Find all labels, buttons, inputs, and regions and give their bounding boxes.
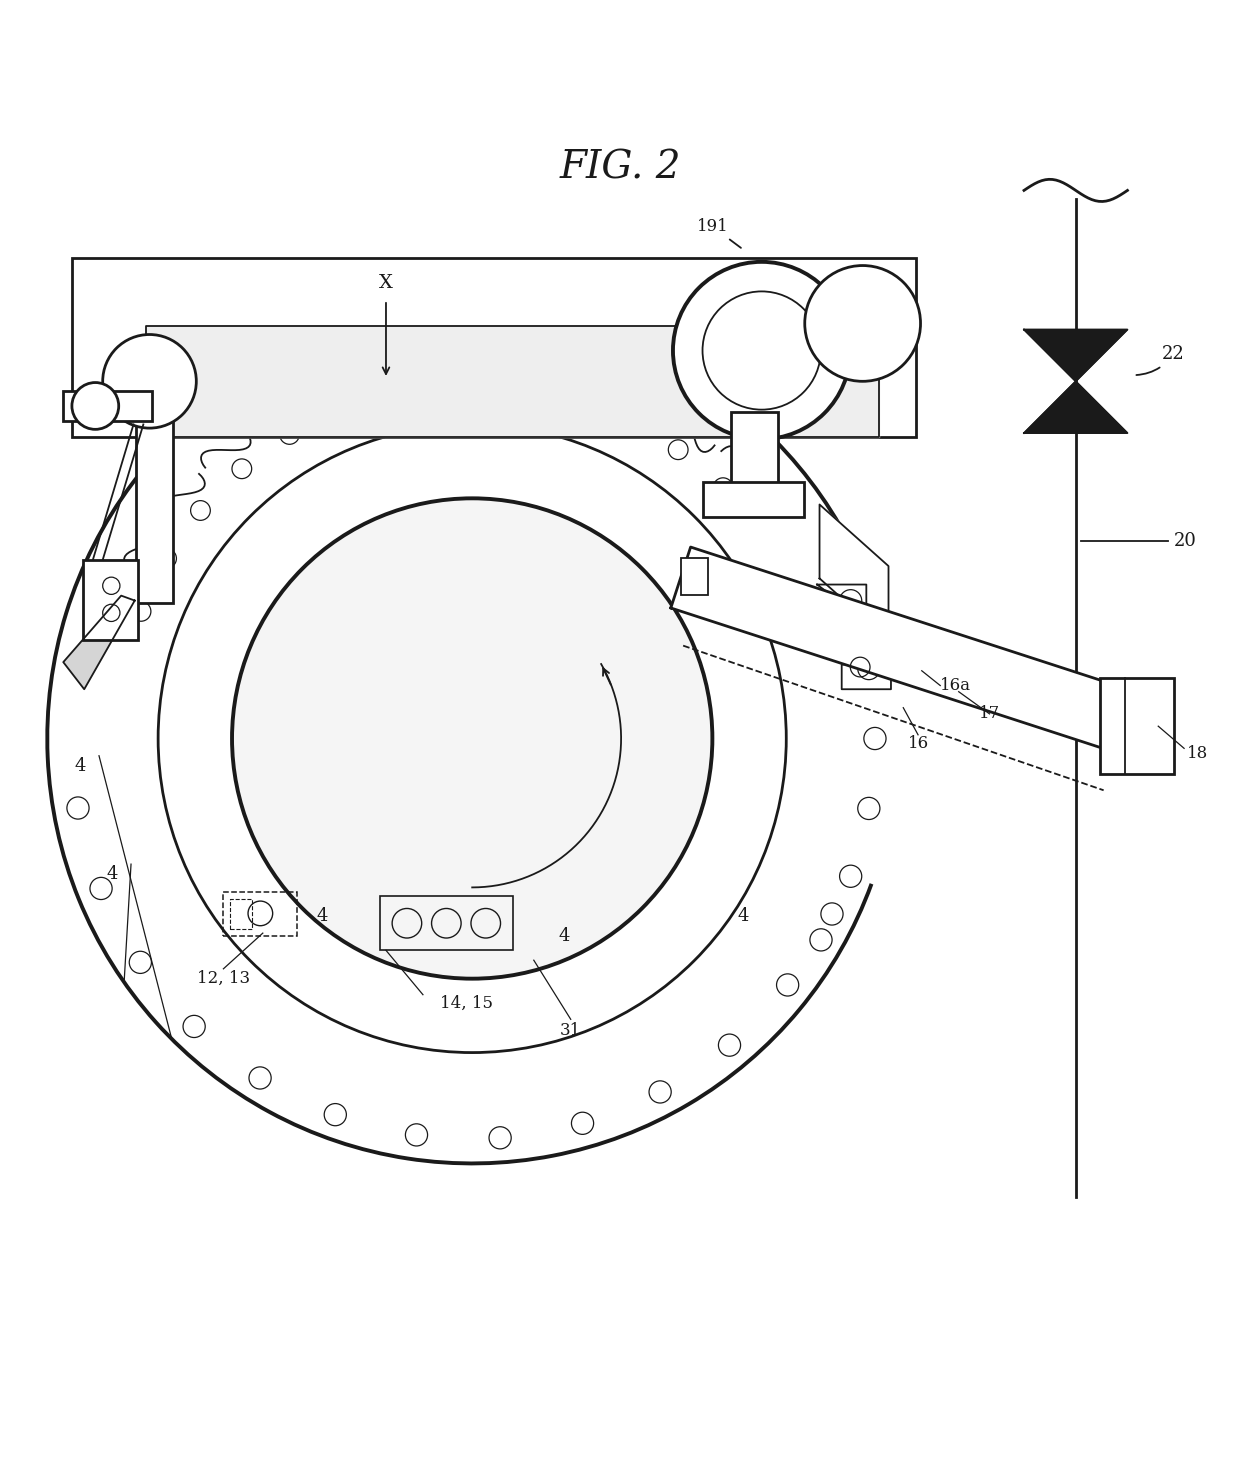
Text: 4: 4 — [738, 907, 749, 925]
Text: 4: 4 — [74, 756, 87, 774]
Polygon shape — [817, 585, 892, 690]
Bar — [681, 558, 708, 595]
Text: 16: 16 — [908, 736, 929, 752]
Text: FIG. 2: FIG. 2 — [559, 149, 681, 186]
Polygon shape — [146, 326, 879, 437]
Text: X: X — [379, 273, 393, 292]
Bar — [83, 560, 139, 640]
Polygon shape — [671, 546, 1136, 753]
Text: 31: 31 — [560, 1022, 582, 1038]
Circle shape — [72, 383, 119, 430]
Text: 12, 13: 12, 13 — [197, 970, 250, 987]
Circle shape — [805, 266, 920, 381]
Polygon shape — [63, 595, 135, 690]
Polygon shape — [820, 505, 889, 640]
Bar — [379, 897, 513, 950]
Text: 191: 191 — [697, 219, 742, 248]
Text: 14, 15: 14, 15 — [439, 995, 492, 1012]
Bar — [703, 483, 804, 517]
Text: 20: 20 — [1174, 532, 1197, 551]
Text: 17: 17 — [978, 706, 1001, 722]
Circle shape — [673, 261, 851, 439]
Bar — [730, 412, 777, 492]
Text: 4: 4 — [107, 866, 118, 883]
Text: 4: 4 — [559, 926, 570, 945]
Bar — [229, 898, 252, 929]
Text: 18: 18 — [1187, 744, 1208, 762]
Text: 16a: 16a — [940, 676, 971, 694]
Circle shape — [232, 498, 712, 979]
Bar — [223, 892, 298, 935]
Text: 22: 22 — [1136, 346, 1184, 375]
Polygon shape — [1024, 381, 1127, 433]
Polygon shape — [1024, 329, 1127, 381]
Text: 4: 4 — [316, 907, 327, 925]
Bar — [136, 369, 172, 603]
Bar — [1100, 678, 1174, 774]
Bar — [63, 391, 153, 421]
Bar — [72, 258, 915, 437]
Circle shape — [103, 334, 196, 428]
